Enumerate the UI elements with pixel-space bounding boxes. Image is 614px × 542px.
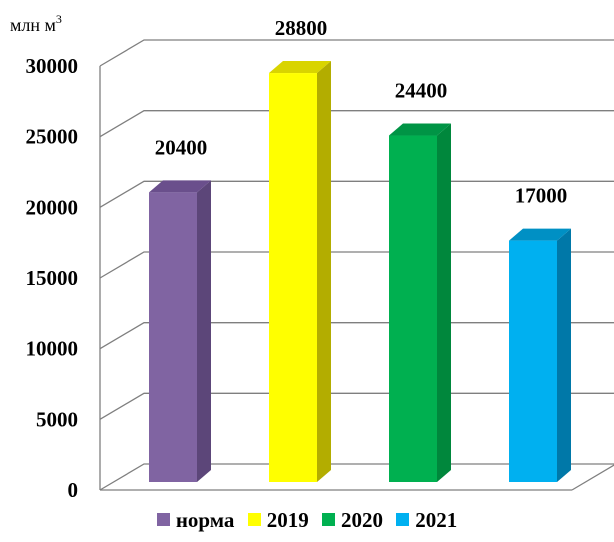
legend-swatch-2019 — [247, 513, 261, 526]
gridline — [99, 251, 614, 279]
bar-2019 — [269, 61, 331, 482]
data-label-2020: 24400 — [395, 79, 448, 103]
gridline — [99, 463, 614, 491]
bar-норма — [149, 180, 211, 482]
legend-label-norma: норма — [175, 508, 235, 532]
bar-side-face — [437, 123, 451, 483]
y-tick-label: 0 — [68, 478, 79, 502]
bar-front-face — [149, 192, 197, 482]
gridline — [99, 322, 614, 350]
bar-2021 — [509, 228, 571, 482]
gridline — [99, 110, 614, 138]
bar-side-face — [197, 180, 211, 482]
bar-2020 — [389, 123, 451, 483]
legend-label-2021: 2021 — [415, 508, 458, 532]
gridlines — [99, 39, 614, 491]
legend-label-2020: 2020 — [340, 508, 383, 532]
legend-item-norma: норма — [156, 508, 235, 533]
bars — [149, 61, 571, 483]
bar-side-face — [317, 61, 331, 482]
y-axis-unit-text: млн м — [10, 15, 56, 35]
data-label-2019: 28800 — [275, 16, 328, 40]
bar-front-face — [269, 73, 317, 482]
bar-top-face — [509, 228, 571, 241]
y-axis-unit: млн м3 — [10, 12, 62, 35]
floor-right-edge — [571, 464, 614, 491]
gridline — [99, 180, 614, 208]
y-tick-label: 30000 — [26, 54, 79, 78]
legend-swatch-norma — [156, 513, 170, 526]
y-tick-label: 15000 — [26, 266, 79, 290]
data-label-2021: 17000 — [515, 184, 568, 208]
y-tick-label: 20000 — [26, 195, 79, 219]
legend-item-2019: 2019 — [247, 508, 309, 533]
legend-item-2020: 2020 — [321, 508, 383, 533]
y-tick-label: 5000 — [36, 407, 78, 431]
bar-top-face — [389, 123, 451, 136]
legend-item-2021: 2021 — [396, 508, 457, 533]
data-label-норма: 20400 — [155, 135, 208, 159]
gridline — [99, 392, 614, 420]
y-tick-label: 25000 — [26, 125, 79, 149]
bar-front-face — [509, 240, 557, 482]
data-labels: 20400 28800 24400 17000 — [155, 16, 568, 208]
bar-top-face — [149, 180, 211, 193]
legend: норма 2019 2020 2021 — [0, 508, 614, 533]
y-tick-label: 10000 — [26, 337, 79, 361]
legend-swatch-2020 — [321, 513, 335, 526]
bar-front-face — [389, 135, 437, 482]
bar-chart: 0 5000 10000 15000 20000 25000 30000 млн м3 20… — [10, 12, 614, 502]
bar-side-face — [557, 228, 571, 482]
gridline — [99, 39, 614, 67]
legend-swatch-2021 — [396, 513, 410, 526]
legend-label-2019: 2019 — [266, 508, 309, 532]
y-axis-ticks: 0 5000 10000 15000 20000 25000 30000 — [26, 54, 79, 502]
bar-top-face — [269, 61, 331, 74]
y-axis-unit-superscript: 3 — [56, 12, 62, 26]
